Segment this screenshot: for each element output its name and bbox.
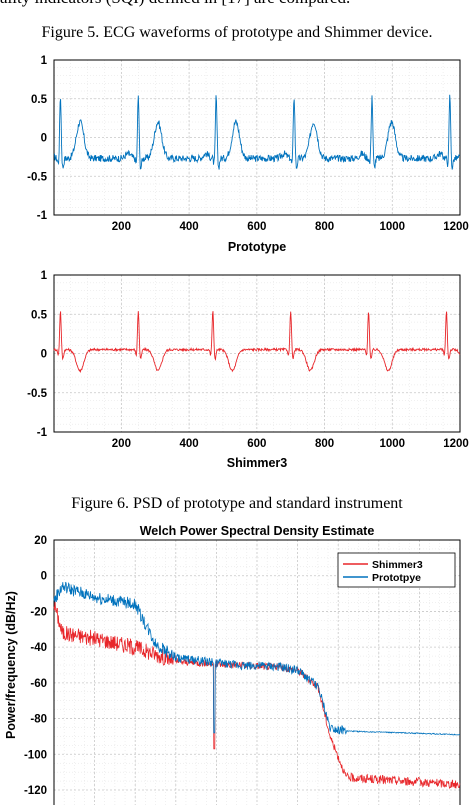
psd-ytick-label: -40 <box>30 642 47 654</box>
figure6-caption: Figure 6. PSD of prototype and standard … <box>71 495 403 512</box>
ecg0-ytick-label: -0.5 <box>27 171 47 183</box>
ecg1-xtick-label: 800 <box>315 438 334 450</box>
psd-series-prototpye <box>53 581 461 736</box>
ecg0-waveform <box>53 94 461 170</box>
ecg1-xtick-label: 1000 <box>379 438 405 450</box>
ecg1-ytick-label: 0 <box>41 349 47 361</box>
psd-title: Welch Power Spectral Density Estimate <box>140 524 375 538</box>
ecg0-axes-box <box>53 59 461 216</box>
ecg0-xlabel: Prototype <box>228 240 286 254</box>
ecg0-xtick-label: 400 <box>180 221 199 233</box>
ecg0-ytick-label: 0 <box>41 133 47 145</box>
ecg1-xlabel: Shimmer3 <box>227 456 287 470</box>
psd-ytick-label: 0 <box>41 571 47 583</box>
ecg0-xtick-label: 1000 <box>379 221 405 233</box>
ecg1-waveform <box>53 311 461 374</box>
psd-ytick-label: 20 <box>34 535 47 547</box>
psd-series-shimmer3 <box>53 599 461 790</box>
ecg0-xtick-label: 200 <box>112 221 131 233</box>
ecg1-xtick-label: 1200 <box>443 438 469 450</box>
psd-ylabel: Power/frequency (dB/Hz) <box>4 591 18 739</box>
ecg0-ytick-label: 0.5 <box>31 94 48 106</box>
ecg1-ytick-label: -1 <box>37 427 48 439</box>
psd-ytick-label: -60 <box>30 678 47 690</box>
ecg1-ytick-label: 1 <box>41 270 48 282</box>
psd-ytick-label: -80 <box>30 714 47 726</box>
figure5-caption: Figure 5. ECG waveforms of prototype and… <box>41 24 433 41</box>
psd-legend-box <box>337 552 456 588</box>
ecg1-xtick-label: 400 <box>180 438 199 450</box>
psd-legend-label: Shimmer3 <box>372 559 423 571</box>
ecg0-xtick-label: 600 <box>247 221 266 233</box>
ecg1-axes-box <box>53 274 461 433</box>
psd-legend-label: Prototpye <box>372 572 421 584</box>
ecg1-xtick-label: 600 <box>247 438 266 450</box>
ecg1-xtick-label: 200 <box>112 438 131 450</box>
ecg1-ytick-label: 0.5 <box>31 309 48 321</box>
top-text: ality indicators (SQI) defined in [17] a… <box>0 0 474 8</box>
ecg0-ytick-label: -1 <box>37 210 48 222</box>
psd-ytick-label: -120 <box>24 785 47 797</box>
ecg1-ytick-label: -0.5 <box>27 388 47 400</box>
ecg0-ytick-label: 1 <box>41 55 48 67</box>
ecg0-xtick-label: 800 <box>315 221 334 233</box>
psd-ytick-label: -20 <box>30 606 47 618</box>
ecg0-xtick-label: 1200 <box>443 221 469 233</box>
psd-ytick-label: -100 <box>24 749 47 761</box>
psd-axes-box <box>53 539 461 805</box>
